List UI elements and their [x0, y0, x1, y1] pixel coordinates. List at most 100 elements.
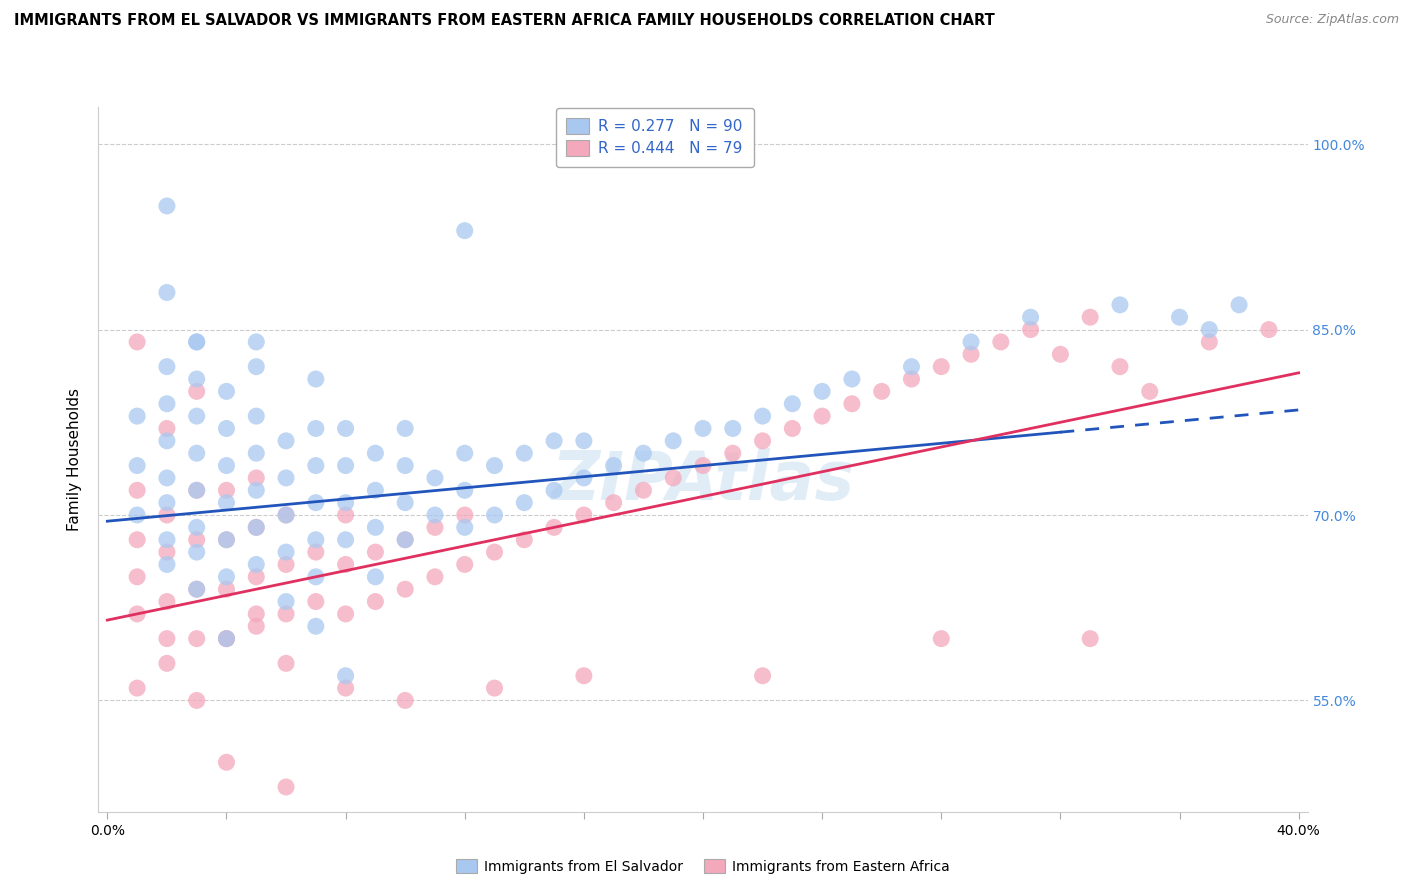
Point — [156, 496, 179, 510]
Point — [245, 483, 267, 498]
Point — [274, 594, 297, 608]
Point — [305, 545, 328, 559]
Point — [274, 471, 297, 485]
Point — [811, 384, 834, 399]
Point — [335, 558, 357, 572]
Point — [186, 545, 208, 559]
Point — [572, 471, 595, 485]
Point — [215, 458, 238, 473]
Point — [215, 632, 238, 646]
Legend: R = 0.277   N = 90, R = 0.444   N = 79: R = 0.277 N = 90, R = 0.444 N = 79 — [555, 108, 754, 167]
Point — [633, 483, 655, 498]
Y-axis label: Family Households: Family Households — [67, 388, 83, 531]
Point — [305, 458, 328, 473]
Point — [335, 508, 357, 522]
Point — [454, 483, 477, 498]
Point — [1198, 322, 1220, 336]
Point — [454, 224, 477, 238]
Point — [274, 545, 297, 559]
Point — [602, 458, 624, 473]
Point — [127, 334, 149, 349]
Point — [274, 508, 297, 522]
Point — [782, 397, 804, 411]
Point — [186, 334, 208, 349]
Point — [245, 607, 267, 621]
Point — [156, 434, 179, 448]
Point — [602, 496, 624, 510]
Point — [394, 533, 416, 547]
Point — [274, 558, 297, 572]
Point — [423, 570, 446, 584]
Point — [692, 421, 714, 435]
Point — [127, 409, 149, 423]
Point — [156, 594, 179, 608]
Point — [364, 483, 387, 498]
Point — [721, 421, 744, 435]
Point — [1019, 310, 1042, 325]
Point — [127, 570, 149, 584]
Point — [245, 619, 267, 633]
Point — [127, 533, 149, 547]
Point — [156, 471, 179, 485]
Point — [394, 693, 416, 707]
Point — [960, 334, 983, 349]
Point — [156, 508, 179, 522]
Point — [364, 594, 387, 608]
Point — [305, 533, 328, 547]
Point — [127, 681, 149, 695]
Point — [841, 372, 863, 386]
Point — [127, 607, 149, 621]
Point — [364, 545, 387, 559]
Legend: Immigrants from El Salvador, Immigrants from Eastern Africa: Immigrants from El Salvador, Immigrants … — [450, 852, 956, 880]
Point — [186, 582, 208, 597]
Point — [543, 520, 565, 534]
Point — [1139, 384, 1161, 399]
Point — [900, 372, 922, 386]
Point — [1109, 359, 1132, 374]
Point — [335, 607, 357, 621]
Point — [245, 471, 267, 485]
Point — [305, 421, 328, 435]
Point — [1019, 322, 1042, 336]
Point — [364, 570, 387, 584]
Point — [394, 582, 416, 597]
Point — [751, 669, 773, 683]
Point — [156, 199, 179, 213]
Point — [156, 285, 179, 300]
Point — [364, 520, 387, 534]
Point — [186, 533, 208, 547]
Point — [215, 384, 238, 399]
Point — [335, 681, 357, 695]
Point — [929, 632, 952, 646]
Point — [751, 434, 773, 448]
Point — [782, 421, 804, 435]
Point — [245, 520, 267, 534]
Point — [513, 446, 536, 460]
Point — [127, 508, 149, 522]
Point — [960, 347, 983, 361]
Point — [751, 409, 773, 423]
Point — [186, 446, 208, 460]
Point — [215, 632, 238, 646]
Point — [215, 756, 238, 770]
Point — [513, 496, 536, 510]
Point — [454, 446, 477, 460]
Point — [245, 558, 267, 572]
Point — [186, 384, 208, 399]
Point — [335, 533, 357, 547]
Point — [454, 520, 477, 534]
Point — [186, 582, 208, 597]
Point — [423, 471, 446, 485]
Text: IMMIGRANTS FROM EL SALVADOR VS IMMIGRANTS FROM EASTERN AFRICA FAMILY HOUSEHOLDS : IMMIGRANTS FROM EL SALVADOR VS IMMIGRANT… — [14, 13, 995, 29]
Point — [215, 421, 238, 435]
Point — [305, 619, 328, 633]
Point — [186, 334, 208, 349]
Point — [721, 446, 744, 460]
Point — [484, 681, 506, 695]
Point — [215, 483, 238, 498]
Point — [484, 545, 506, 559]
Point — [305, 570, 328, 584]
Point — [156, 545, 179, 559]
Point — [1198, 334, 1220, 349]
Point — [335, 669, 357, 683]
